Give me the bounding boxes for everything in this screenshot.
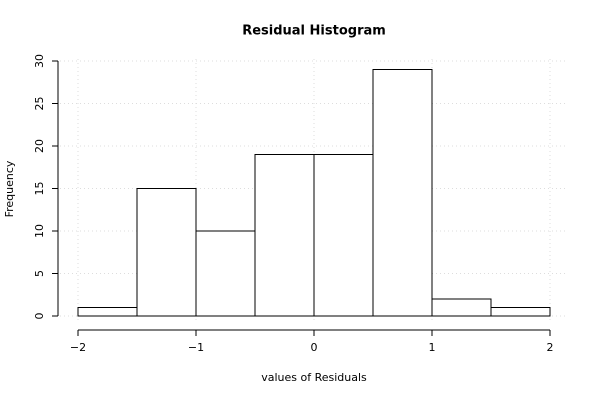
x-tick-label: 1 (429, 341, 436, 354)
bar (195, 230, 256, 317)
chart-title: Residual Histogram (242, 24, 386, 39)
bar (77, 307, 138, 317)
y-tick-label: 20 (33, 139, 46, 153)
bar (254, 154, 315, 317)
y-tick-label: 25 (33, 97, 46, 111)
x-tick-label: 0 (311, 341, 318, 354)
x-axis-label: values of Residuals (261, 371, 367, 384)
bar (372, 69, 433, 317)
y-tick-label: 30 (33, 54, 46, 68)
y-axis-label: Frequency (3, 160, 16, 217)
bar (490, 307, 551, 317)
y-tick-label: 0 (33, 313, 46, 320)
y-tick-label: 10 (33, 224, 46, 238)
x-tick-label: −1 (188, 341, 204, 354)
y-tick-label: 15 (33, 182, 46, 196)
x-tick-label: 2 (547, 341, 554, 354)
x-tick-label: −2 (70, 341, 86, 354)
bar (136, 188, 197, 317)
y-tick-label: 5 (33, 270, 46, 277)
bar (313, 154, 374, 317)
bar (431, 298, 492, 317)
